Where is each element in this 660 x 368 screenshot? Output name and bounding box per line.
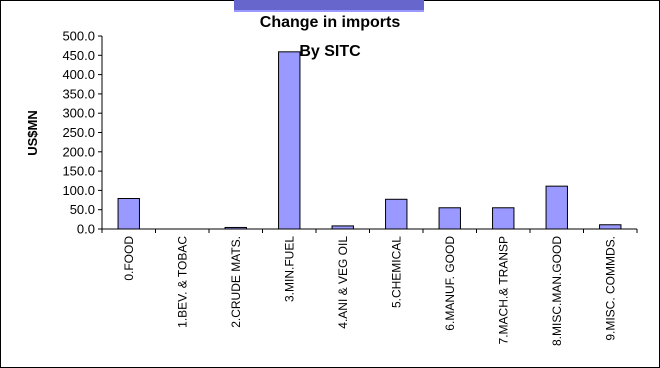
bar	[438, 207, 461, 230]
y-tick-label: 200.0	[62, 144, 95, 159]
x-axis: 0.FOOD 1.BEV. & TOBAC 2.CRUDE MATS. 3.MIN.F…	[101, 229, 638, 346]
y-tick-label: 500.0	[62, 29, 95, 44]
x-tick-label: 0.FOOD	[122, 236, 136, 281]
x-tick-label: 4.ANI & VEG OIL	[336, 236, 350, 329]
x-tick-label: 5.CHEMICAL	[389, 236, 403, 308]
bar	[117, 198, 140, 230]
y-axis: 0.0 50.0 100.0 150.0 200.0 250.0 300.0 350.0 400…	[62, 29, 102, 237]
bar	[599, 224, 622, 230]
x-tick-label: 8.MISC.MAN.GOOD	[550, 236, 564, 346]
y-tick-label: 250.0	[62, 125, 95, 140]
bars	[117, 51, 622, 230]
bar	[385, 198, 408, 230]
x-tick-label: 7.MACH.& TRANSP	[496, 236, 510, 344]
y-tick-label: 350.0	[62, 86, 95, 101]
x-tick-label: 2.CRUDE MATS.	[229, 236, 243, 328]
header-bar	[234, 0, 424, 12]
y-tick-label: 150.0	[62, 164, 95, 179]
x-tick-label: 9.MISC. COMMDS.	[603, 236, 617, 341]
bar	[278, 51, 301, 230]
y-tick-label: 100.0	[62, 183, 95, 198]
y-axis-label: US$MN	[25, 110, 40, 156]
y-tick-label: 450.0	[62, 48, 95, 63]
y-tick-label: 0.0	[77, 222, 95, 237]
y-tick-label: 400.0	[62, 67, 95, 82]
x-tick-label: 1.BEV. & TOBAC	[175, 236, 189, 328]
bar	[545, 185, 568, 230]
y-tick-label: 300.0	[62, 106, 95, 121]
y-tick-label: 50.0	[70, 202, 95, 217]
chart-title: Change in imports	[260, 14, 401, 31]
x-tick-label: 3.MIN.FUEL	[282, 236, 296, 302]
x-tick-label: 6.MANUF. GOOD	[443, 236, 457, 331]
chart-subtitle: By SITC	[299, 43, 361, 60]
bar	[492, 207, 515, 230]
